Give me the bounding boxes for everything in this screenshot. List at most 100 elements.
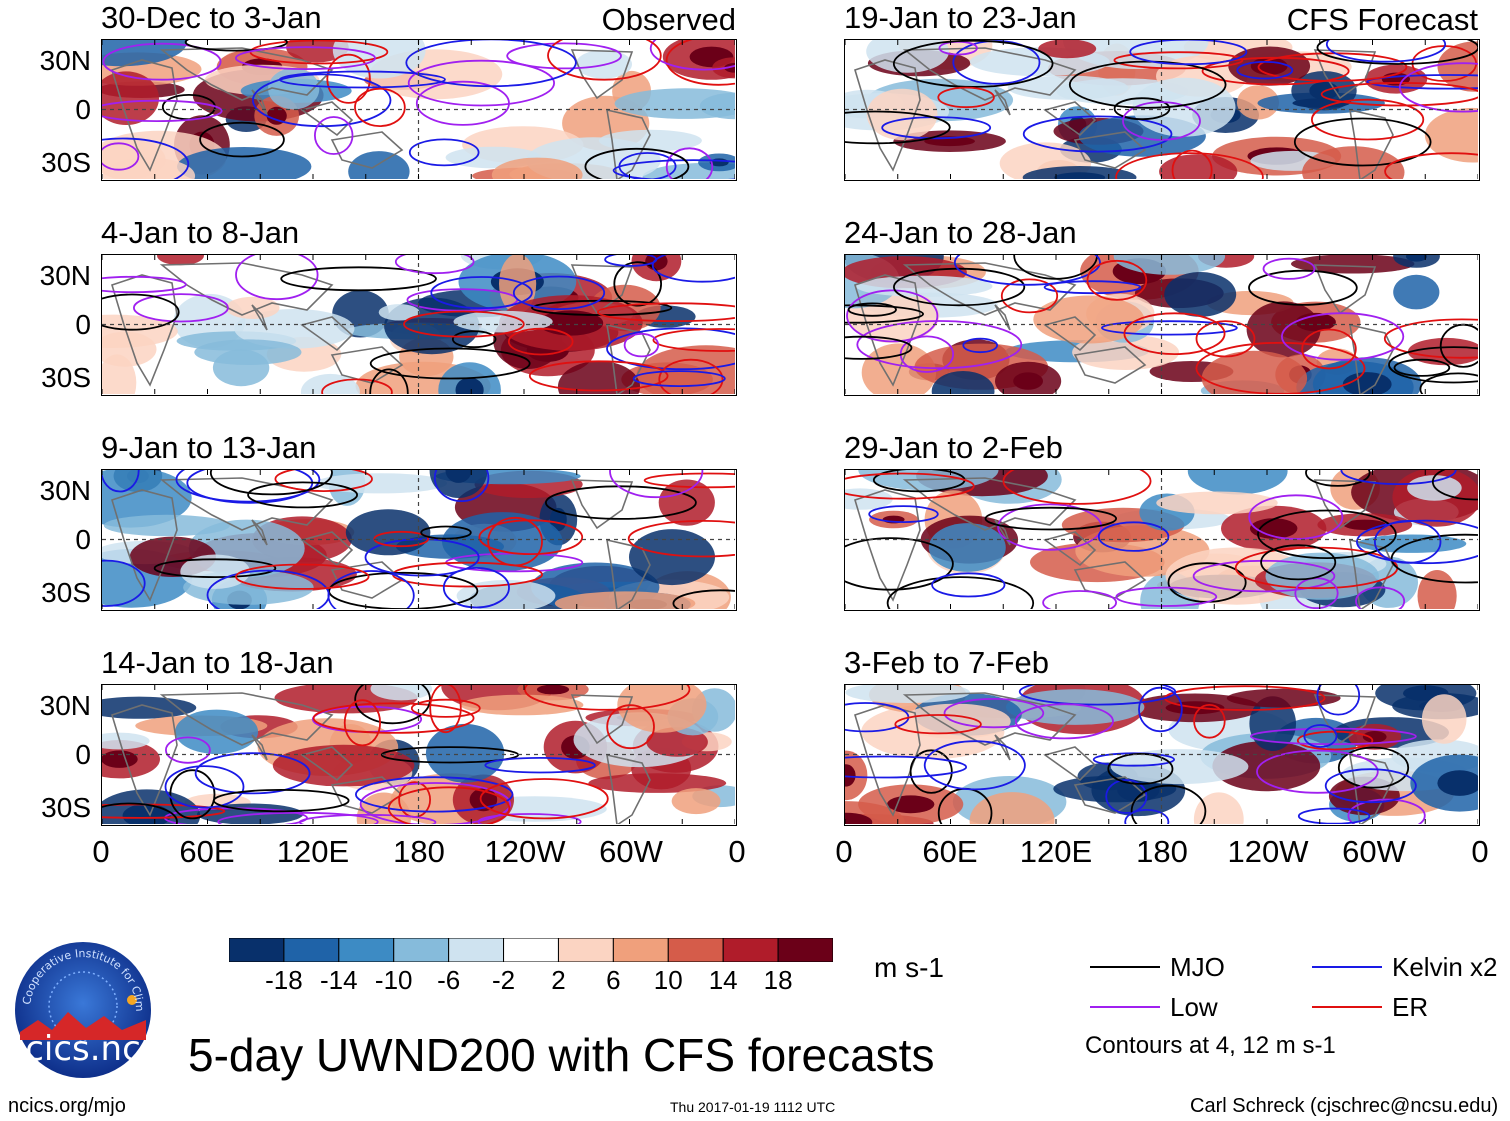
- coastline: [1073, 346, 1147, 384]
- colorbar: [228, 937, 834, 963]
- mjo-contour: [1293, 117, 1432, 167]
- legend-line-er: [1312, 1006, 1382, 1008]
- kelvin-contour: [606, 327, 735, 371]
- anomaly-shading: [429, 470, 488, 498]
- anomaly-shading: [348, 151, 410, 179]
- footer-timestamp: Thu 2017-01-19 1112 UTC: [670, 1099, 836, 1115]
- mjo-contour: [886, 576, 1035, 609]
- er-contour: [1301, 328, 1357, 370]
- anomaly-shading: [588, 773, 727, 793]
- logo-text: cics.nc: [25, 1029, 141, 1069]
- kelvin-contour: [953, 255, 1101, 286]
- x-tick-label: 180: [393, 834, 445, 869]
- anomaly-core: [1250, 518, 1298, 539]
- coastline: [902, 47, 1077, 101]
- low-contour: [609, 470, 704, 499]
- coastline: [570, 49, 634, 100]
- low-contour: [394, 255, 475, 275]
- mjo-contour: [672, 589, 735, 609]
- colorbar-segment: [393, 937, 450, 963]
- legend-line-low: [1090, 1006, 1160, 1008]
- er-contour: [1383, 318, 1478, 359]
- coastline: [606, 753, 651, 824]
- kelvin-contour: [612, 159, 735, 179]
- mjo-contour: [153, 558, 277, 578]
- observed-map-panel: [101, 39, 737, 181]
- kelvin-contour: [278, 70, 446, 89]
- map-field: [845, 255, 1478, 394]
- coastline: [300, 746, 354, 782]
- mjo-contour: [169, 769, 216, 820]
- footer-url[interactable]: ncics.org/mjo: [8, 1095, 126, 1117]
- x-tick-label: 0: [92, 834, 110, 869]
- observed-panel-title: 14-Jan to 18-Jan: [101, 645, 334, 680]
- y-tick-label: 30N: [39, 260, 91, 291]
- coastline: [1313, 49, 1377, 100]
- anomaly-core: [122, 803, 171, 824]
- coastline: [1313, 264, 1377, 315]
- kelvin-contour: [845, 755, 968, 779]
- kelvin-contour: [1124, 809, 1170, 824]
- legend-label-mjo: MJO: [1170, 952, 1225, 982]
- colorbar-tick-label: -18: [265, 965, 303, 995]
- anomaly-shading: [1437, 41, 1478, 92]
- coastline: [111, 704, 178, 817]
- anomaly-shading: [491, 157, 583, 179]
- mjo-contour: [1257, 509, 1397, 560]
- kelvin-contour: [931, 572, 1006, 598]
- er-contour: [652, 328, 735, 352]
- anomaly-core: [1013, 372, 1043, 390]
- forecast-panel-title: 3-Feb to 7-Feb: [844, 645, 1050, 680]
- anomaly-shading: [1132, 77, 1236, 137]
- observed-panel-title: 30-Dec to 3-Jan: [101, 0, 322, 35]
- er-contour: [1195, 320, 1256, 358]
- low-contour: [846, 289, 939, 343]
- kelvin-contour: [512, 275, 606, 310]
- er-contour: [1123, 312, 1226, 355]
- er-contour: [658, 358, 724, 394]
- mjo-contour: [1113, 97, 1171, 121]
- anomaly-core: [1054, 172, 1106, 179]
- anomaly-shading: [453, 310, 553, 333]
- coastline: [606, 108, 651, 179]
- y-tick-label: 0: [75, 524, 91, 555]
- colorbar-segment: [612, 937, 669, 963]
- x-tick-label: 0: [1471, 834, 1489, 869]
- kelvin-contour: [1316, 685, 1361, 716]
- er-contour: [528, 360, 669, 392]
- forecast-map-panel: [844, 254, 1480, 396]
- x-tick-label: 60W: [599, 834, 663, 869]
- kelvin-contour: [102, 137, 190, 179]
- kelvin-contour: [175, 470, 321, 503]
- kelvin-contour: [632, 370, 726, 387]
- anomaly-shading: [629, 529, 715, 586]
- er-contour: [312, 702, 475, 734]
- observed-map-panel: [101, 684, 737, 826]
- mjo-contour: [280, 266, 437, 292]
- colorbar-tick-label: -10: [374, 965, 413, 995]
- er-contour: [507, 327, 574, 356]
- low-contour: [102, 275, 187, 294]
- map-field: [102, 40, 735, 179]
- coastline: [1043, 531, 1097, 567]
- kelvin-contour: [484, 756, 596, 774]
- er-contour: [524, 685, 691, 711]
- mjo-contour: [199, 121, 285, 158]
- kelvin-contour: [102, 470, 140, 493]
- anomaly-shading: [1110, 749, 1249, 785]
- mjo-contour: [1431, 470, 1478, 501]
- anomaly-core: [536, 685, 570, 695]
- colorbar-tick-label: 2: [551, 965, 566, 995]
- anomaly-shading: [1156, 491, 1278, 515]
- er-contour: [937, 86, 995, 109]
- anomaly-shading: [671, 788, 721, 815]
- mjo-contour: [354, 685, 431, 725]
- er-contour: [487, 516, 543, 567]
- legend-label-er: ER: [1392, 992, 1429, 1022]
- coastline: [902, 477, 1077, 531]
- kelvin-contour: [430, 276, 533, 310]
- mjo-contour: [845, 335, 913, 360]
- x-tick-label: 0: [835, 834, 853, 869]
- map-field: [102, 470, 735, 609]
- coastline: [300, 531, 354, 567]
